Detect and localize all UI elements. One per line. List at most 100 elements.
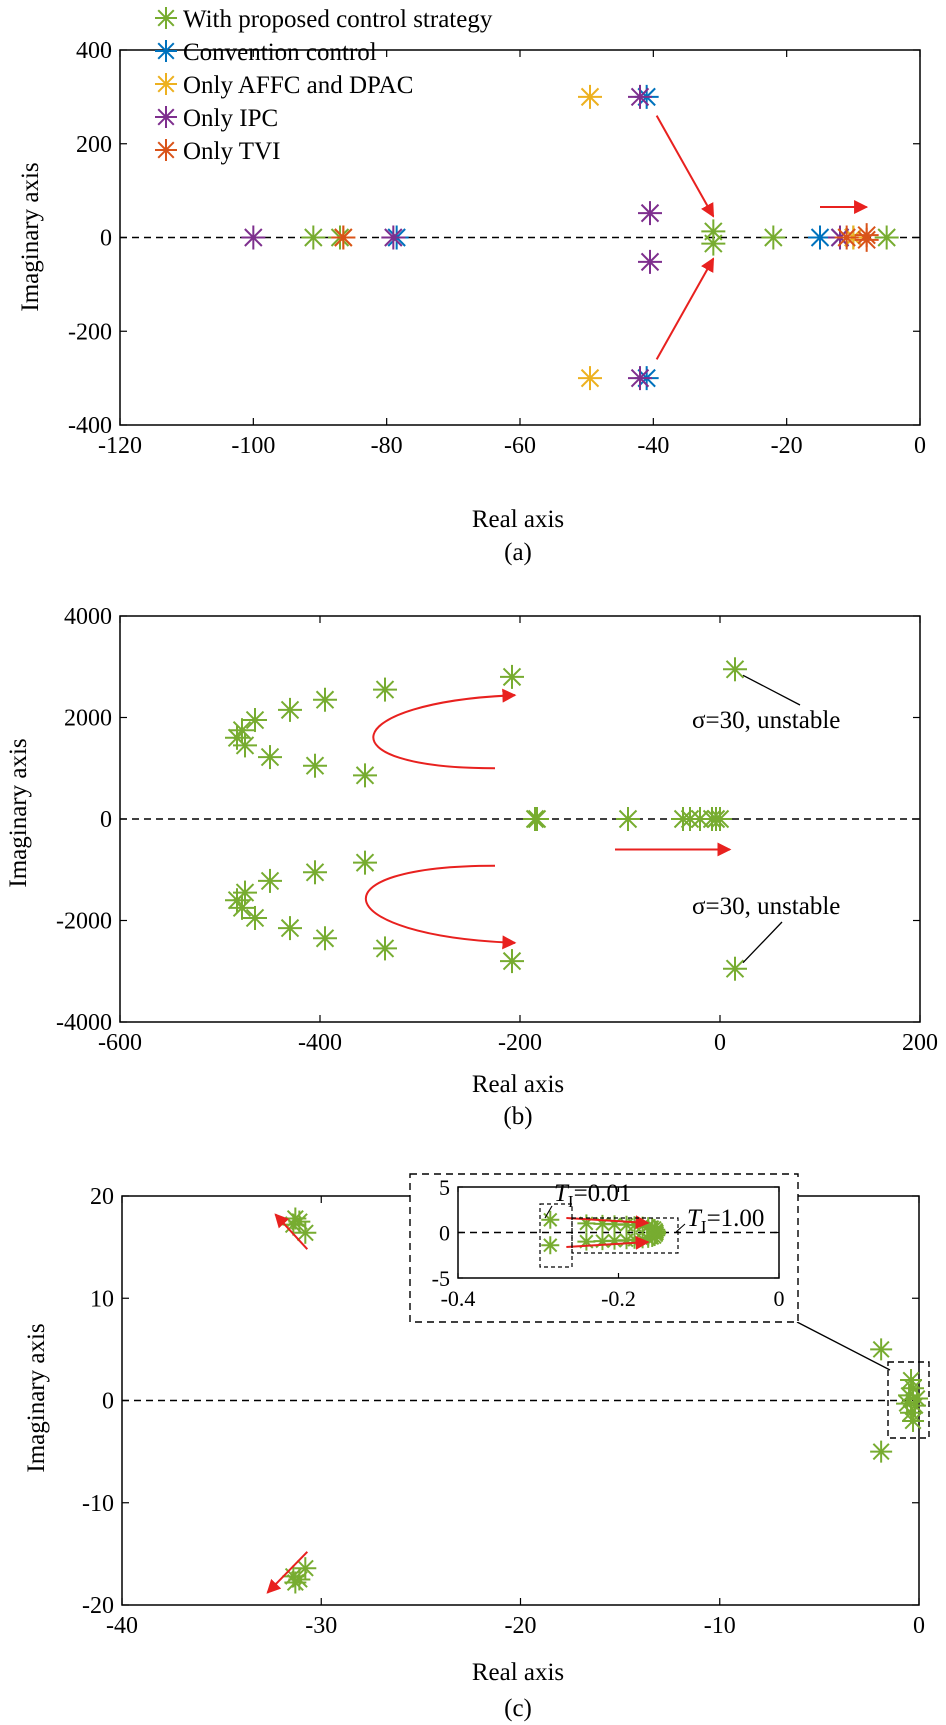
panel-c-xtick-label: -40 (106, 1613, 138, 1639)
pole-marker (854, 227, 879, 252)
pole-marker (708, 807, 732, 831)
panel-a-ytick-label: -200 (68, 319, 112, 345)
inset-plot: -0.4 -0.2 0 -5 0 5 TI=0.01 TI=1.00 (409, 1173, 799, 1323)
inset-xtick-label: 0 (774, 1286, 785, 1311)
inset-outer-frame (409, 1173, 799, 1323)
panel-c-ytick-label: -10 (82, 1491, 114, 1517)
pole-marker (294, 1221, 317, 1244)
inset-group-box-left (539, 1203, 573, 1268)
panel-a-xtick-label: 0 (914, 433, 926, 459)
annotation-leader-upper (742, 674, 801, 706)
panel-a-xtick-label: -80 (371, 433, 403, 459)
pole-marker (243, 905, 267, 930)
trajectory-arrow (655, 257, 715, 360)
pole-marker (723, 657, 747, 682)
pole-marker (258, 745, 282, 770)
zoom-leader-line (796, 1321, 891, 1371)
trajectory-arrow (655, 115, 715, 218)
pole-marker (381, 225, 406, 250)
panel-c-ytick-label: 0 (102, 1389, 114, 1415)
panel-a-ytick-label: 200 (76, 132, 112, 158)
legend-marker (155, 40, 177, 62)
panel-c-ytick-label: 10 (90, 1286, 114, 1312)
pole-marker (578, 366, 602, 391)
inset-pole-marker (577, 1214, 596, 1233)
pole-marker (373, 677, 397, 702)
panel-c-xtick-label: -30 (305, 1613, 337, 1639)
pole-marker (278, 916, 302, 941)
pole-marker (525, 807, 549, 831)
panel-b: Imaginary axis Real axis (b) -600 -400 -20… (5, 604, 938, 1130)
panel-a-xlabel: Real axis (472, 506, 564, 533)
panel-b-xtick-label: 0 (714, 1030, 726, 1056)
legend-label: Only AFFC and DPAC (183, 72, 413, 99)
pole-marker (233, 733, 257, 758)
pole-marker (616, 807, 640, 831)
unstable-annotation-lower: σ=30, unstable (692, 893, 840, 920)
pole-marker (902, 1409, 925, 1432)
pole-marker (301, 225, 326, 250)
inset-ytick-label: 0 (439, 1221, 450, 1246)
inset-ytick-label: -5 (432, 1266, 450, 1291)
pole-marker (353, 763, 377, 788)
panel-a-ytick-label: 400 (76, 38, 112, 64)
pole-marker (578, 84, 602, 109)
pole-marker (278, 697, 302, 722)
panel-b-ytick-label: 4000 (64, 604, 112, 630)
pole-marker (628, 366, 652, 391)
pole-marker (282, 1565, 305, 1588)
pole-marker (243, 708, 267, 733)
pole-marker (331, 225, 356, 250)
panel-a-xtick-label: -120 (98, 433, 142, 459)
pole-marker (628, 84, 652, 109)
panel-b-xtick-label: -400 (298, 1030, 342, 1056)
legend-label: Convention control (183, 39, 377, 66)
pole-marker (313, 687, 337, 712)
pole-marker (258, 868, 282, 893)
inset-pole-marker (577, 1232, 596, 1251)
pole-marker (638, 201, 662, 226)
panel-b-xlabel: Real axis (472, 1071, 564, 1098)
legend-marker (155, 7, 177, 29)
inset-pole-marker (541, 1236, 560, 1255)
panel-a-caption: (a) (504, 539, 532, 566)
inset-pole-marker (648, 1224, 667, 1243)
panel-b-ytick-label: 0 (100, 807, 112, 833)
panel-b-xtick-label: -200 (498, 1030, 542, 1056)
inset-annotation-ti-low: TI=0.01 (554, 1180, 631, 1211)
panel-b-ytick-label: -4000 (56, 1010, 112, 1036)
inset-annotation-ti-high: TI=1.00 (687, 1205, 764, 1236)
pole-marker (701, 231, 726, 256)
panel-c-ytick-label: 20 (90, 1184, 114, 1210)
pole-marker (500, 949, 524, 974)
pole-marker (723, 956, 747, 981)
panel-a-ylabel: Imaginary axis (17, 162, 44, 311)
pole-marker (834, 225, 859, 250)
pole-marker (500, 664, 524, 689)
zoom-region-box (887, 1361, 930, 1439)
panel-b-caption: (b) (503, 1103, 532, 1130)
unstable-annotation-upper: σ=30, unstable (692, 707, 840, 734)
trajectory-arrow (266, 1551, 309, 1594)
panel-b-ylabel: Imaginary axis (5, 738, 32, 887)
trajectory-arrow (365, 864, 517, 950)
panel-c-xtick-label: -20 (505, 1613, 537, 1639)
inset-ytick-label: 5 (439, 1175, 450, 1200)
pole-marker (313, 926, 337, 951)
pole-marker (303, 860, 327, 885)
pole-marker (230, 718, 254, 743)
panel-b-xtick-label: -600 (98, 1030, 142, 1056)
inset-pole-marker (541, 1210, 560, 1229)
panel-c-xlabel: Real axis (472, 1659, 564, 1686)
pole-marker (373, 936, 397, 961)
panel-c: Imaginary axis Real axis (c) -40 -30 -20 -1… (23, 1173, 930, 1722)
panel-b-plot-area: -600 -400 -200 0 200-4000-2000020004000σ=30,… (56, 604, 938, 1056)
inset-xtick-label: -0.4 (441, 1286, 476, 1311)
inset-trajectory-arrow (566, 1235, 650, 1250)
legend-marker (155, 73, 177, 95)
panel-a-xtick-label: -100 (231, 433, 275, 459)
panel-b-ytick-label: 2000 (64, 706, 112, 732)
panel-c-ytick-label: -20 (82, 1593, 114, 1619)
panel-c-xtick-label: 0 (913, 1613, 925, 1639)
pole-marker (870, 1338, 893, 1361)
